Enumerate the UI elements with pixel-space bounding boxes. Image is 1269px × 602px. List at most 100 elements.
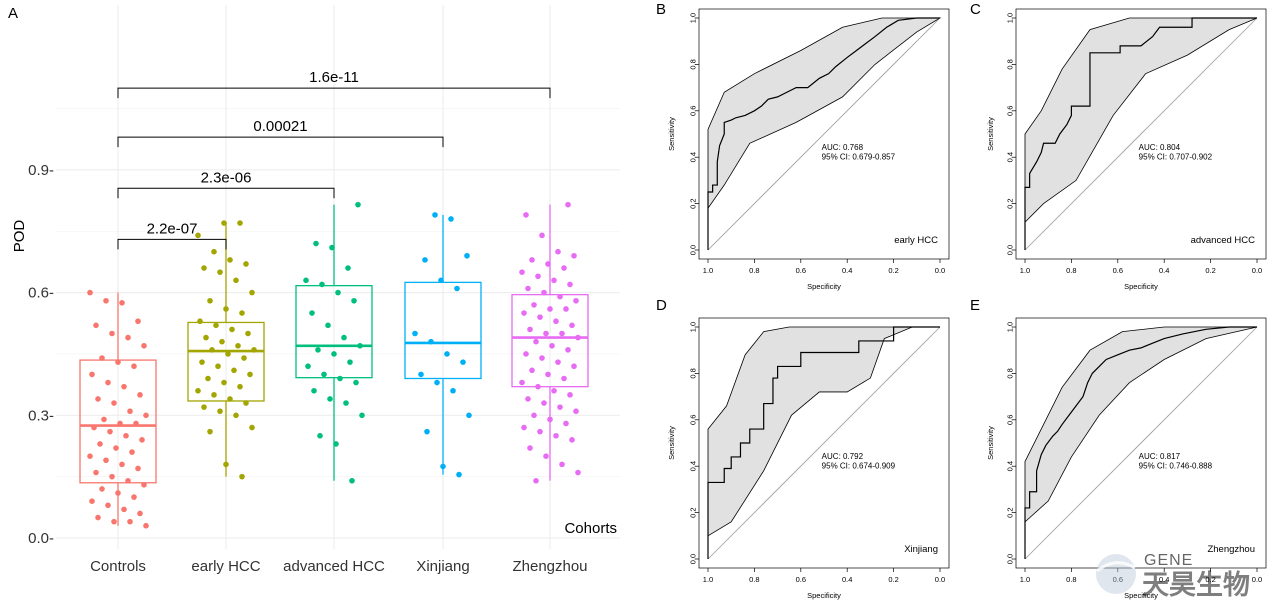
data-point [315, 347, 321, 353]
data-point [131, 494, 137, 500]
roc-curve [1024, 17, 1257, 250]
data-point [135, 465, 141, 472]
x-tick-label: 0.2 [1205, 575, 1215, 584]
data-point [567, 392, 573, 398]
data-point [249, 289, 255, 296]
data-point [143, 412, 149, 419]
data-point [87, 289, 93, 296]
data-point [239, 473, 245, 480]
p-value-label: 0.00021 [253, 118, 307, 135]
data-point [569, 322, 575, 329]
data-point [547, 416, 553, 423]
roc-curve [707, 326, 940, 559]
y-tick-label: 0.4 [689, 152, 698, 162]
watermark-globe-icon [1096, 554, 1136, 594]
data-point [105, 379, 111, 386]
data-point [243, 400, 249, 406]
y-tick-label: 0.0 [689, 245, 698, 255]
data-point [434, 379, 440, 386]
data-point [527, 445, 533, 451]
x-tick-label: 0.4 [842, 266, 852, 275]
data-point [539, 355, 545, 361]
data-point [237, 383, 243, 390]
data-point [533, 477, 539, 484]
data-point [243, 261, 249, 267]
data-point [456, 471, 462, 478]
data-point [535, 383, 541, 390]
data-point [89, 371, 95, 378]
data-point [557, 293, 563, 300]
data-point [201, 265, 207, 271]
data-point [355, 201, 361, 208]
x-tick-label: 1.0 [1020, 266, 1030, 275]
data-point [466, 412, 472, 419]
data-point [563, 420, 569, 427]
data-point [309, 310, 315, 316]
y-tick-label: 0.3- [28, 407, 54, 424]
data-point [233, 412, 239, 419]
data-point [101, 416, 107, 423]
x-axis-title: Specificity [807, 282, 841, 291]
y-tick-label: 0.2 [689, 507, 698, 517]
auc-text: AUC: 0.804 [1139, 143, 1181, 152]
x-axis-title: Specificity [807, 591, 841, 600]
y-axis-title: POD [11, 220, 28, 253]
y-tick-label: 0.2 [1006, 507, 1015, 517]
panel-c-roc: C 1.0 0.8 0.6 0.4 0.2 0.0 1.0 0.8 0.6 0.4 0.2 0.0 Spe… [970, 1, 1267, 291]
y-tick-label: 0.6 [1006, 106, 1015, 116]
data-point [571, 363, 577, 370]
data-point [553, 432, 559, 439]
data-point [547, 306, 553, 312]
box-1 [187, 321, 265, 402]
plot-area-a [56, 5, 620, 549]
data-point [241, 355, 247, 361]
data-point [201, 404, 207, 410]
x-tick-label: 0.4 [1159, 266, 1169, 275]
data-point [235, 342, 241, 349]
data-point [141, 482, 147, 488]
auc-text: AUC: 0.768 [822, 143, 864, 152]
data-point [311, 387, 317, 394]
y-tick-label: 0.4 [1006, 152, 1015, 162]
data-point [329, 244, 335, 251]
y-tick-label: 0.9- [28, 162, 54, 179]
x-tick-label: 0.6 [1113, 266, 1123, 275]
data-point [519, 379, 525, 386]
data-point [345, 265, 351, 271]
data-point [569, 437, 575, 443]
ci-band [707, 326, 940, 537]
panel-d-roc: D 1.0 0.8 0.6 0.4 0.2 0.0 1.0 0.8 0.6 0.4 0.2 0.0 Spe… [656, 297, 950, 600]
data-point [247, 371, 253, 378]
data-point [133, 420, 139, 427]
data-point [359, 412, 365, 419]
data-point [317, 432, 323, 439]
data-point [563, 306, 569, 312]
x-tick-label: Zhengzhou [512, 558, 587, 575]
data-point [91, 424, 97, 431]
significance-bracket [117, 136, 444, 148]
p-value-label: 1.6e-11 [309, 69, 359, 86]
data-point [357, 342, 363, 349]
cohort-label: advanced HCC [1191, 235, 1256, 246]
data-point [537, 314, 543, 320]
data-point [251, 347, 257, 353]
y-axis-title: Sensitivity [986, 117, 995, 151]
x-tick-label: 0.8 [1066, 266, 1076, 275]
data-point [195, 387, 201, 394]
data-point [575, 334, 581, 341]
ci-text: 95% CI: 0.707-0.902 [1139, 153, 1213, 162]
panel-label-b: B [656, 1, 666, 18]
data-point [119, 300, 125, 306]
x-tick-label: 0.4 [1159, 575, 1169, 584]
x-tick-label: 1.0 [1020, 575, 1030, 584]
data-point [549, 342, 555, 349]
data-point [343, 400, 349, 406]
data-point [135, 318, 141, 325]
data-point [221, 220, 227, 226]
data-point [559, 461, 565, 468]
data-point [105, 502, 111, 509]
data-point [543, 453, 549, 460]
x-tick-label: 0.2 [888, 575, 898, 584]
